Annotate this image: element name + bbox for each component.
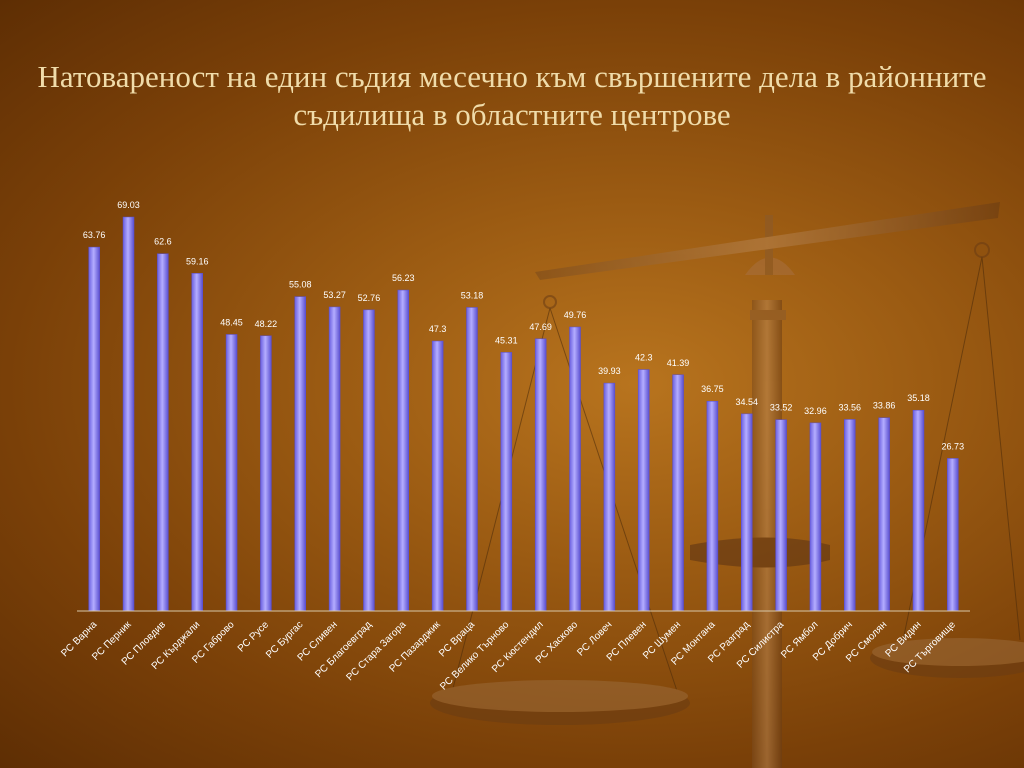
bar [88,246,100,612]
data-label: 32.96 [804,406,827,416]
data-label: 53.27 [323,290,346,300]
bar [431,340,444,612]
data-label: 63.76 [83,230,106,240]
data-label: 69.03 [117,200,140,210]
bar [157,253,169,612]
bar [122,216,135,612]
bar [878,417,890,612]
data-label: 47.3 [429,324,447,334]
bar [569,326,581,612]
bar [741,413,753,612]
bar [534,338,547,612]
bar [947,458,959,612]
data-label: 48.45 [220,317,243,327]
data-label: 62.6 [154,237,172,247]
bar [397,289,410,612]
bar [260,335,272,612]
bar [706,400,719,612]
data-label: 56.23 [392,273,415,283]
category-label: РС Стара Загора [344,619,408,683]
data-label: 59.16 [186,256,209,266]
data-label: 52.76 [358,293,381,303]
data-label: 34.54 [735,397,758,407]
bar-series [88,216,959,612]
data-label: 39.93 [598,366,621,376]
data-label: 45.31 [495,335,518,345]
bar [191,273,203,612]
data-label: 47.69 [529,322,552,332]
bar [672,374,684,612]
bar [809,422,822,612]
bar [328,306,341,612]
data-label: 26.73 [942,441,965,451]
bar [603,382,616,612]
data-label: 42.3 [635,353,653,363]
data-label: 48.22 [255,319,278,329]
scales-of-justice-image [430,202,1024,768]
bar [775,419,787,612]
data-label: 35.18 [907,393,930,403]
bar [225,334,238,612]
bar [466,307,478,612]
bar [294,296,306,612]
data-label: 49.76 [564,310,587,320]
data-label: 33.86 [873,401,896,411]
data-label: 33.56 [839,402,862,412]
category-label: РС Русе [236,619,271,654]
data-label: 55.08 [289,280,312,290]
data-labels: 63.76 69.03 62.6 59.16 48.45 48.22 55.08 53.27 5… [83,200,964,451]
bar [912,409,925,612]
bar [363,309,375,612]
bar [637,369,650,612]
slide-title: Натовареност на един съдия месечно към с… [37,59,987,132]
data-label: 53.18 [461,290,484,300]
data-label: 33.52 [770,403,793,413]
bar [500,352,513,612]
data-label: 41.39 [667,358,690,368]
data-label: 36.75 [701,384,724,394]
bar [844,419,856,612]
